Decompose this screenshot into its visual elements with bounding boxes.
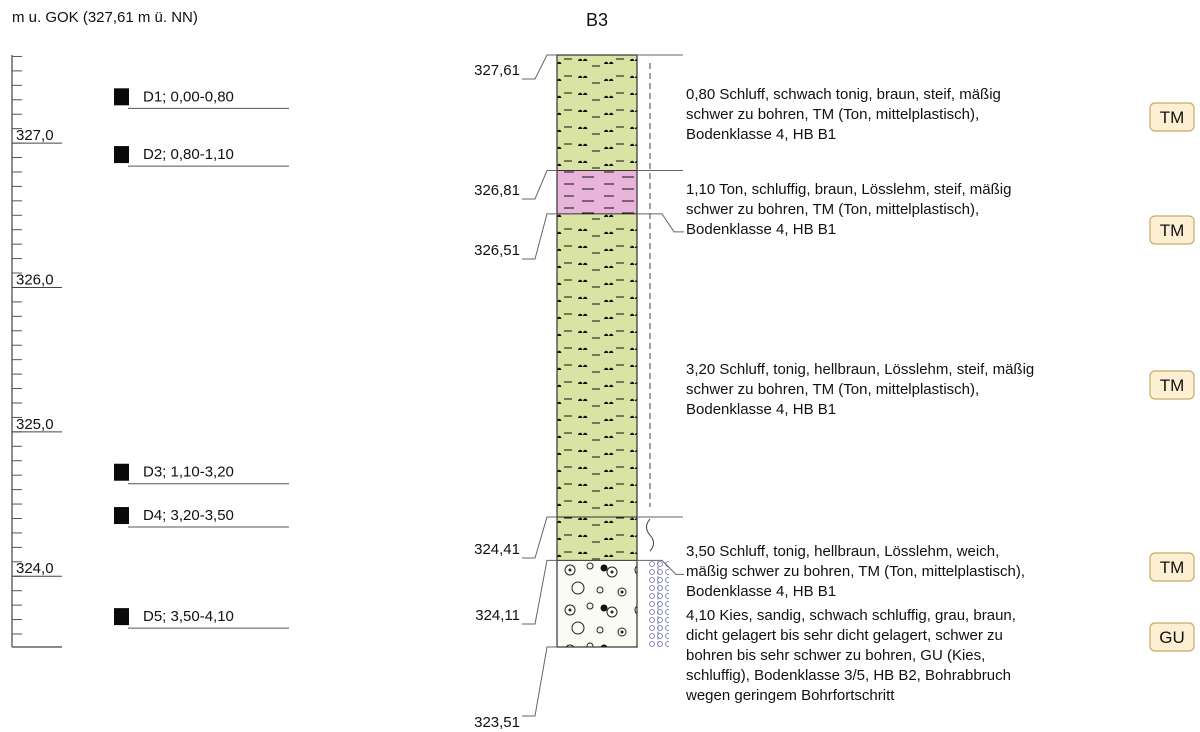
- scale-label: 327,0: [16, 127, 54, 144]
- layer-description: 3,20 Schluff, tonig, hellbraun, Lösslehm…: [686, 361, 1034, 418]
- sample-marker: [114, 608, 129, 626]
- sample-marker: [114, 146, 129, 164]
- elevation-leader: [522, 516, 557, 559]
- description-line: schwer zu bohren, TM (Ton, mittelplastis…: [686, 201, 979, 218]
- description-line: Bodenklasse 4, HB B1: [686, 401, 836, 418]
- layer-pattern: [557, 170, 637, 214]
- layer-elevation-label: 324,41: [474, 541, 520, 558]
- description-line: Bodenklasse 4, HB B1: [686, 583, 836, 600]
- soil-group-tags: TM TM TM TM GU: [1149, 102, 1195, 652]
- layer-2: [557, 170, 637, 214]
- layer-description: 4,10 Kies, sandig, schwach schluffig, gr…: [685, 607, 1016, 704]
- sample-marker: [114, 88, 129, 106]
- sample-item: D3; 1,10-3,20: [114, 463, 289, 485]
- description-line: Bodenklasse 4, HB B1: [686, 126, 836, 143]
- soil-group-tag-label: TM: [1160, 108, 1185, 127]
- sample-item: D2; 0,80-1,10: [114, 146, 289, 167]
- sample-label: D5; 3,50-4,10: [143, 608, 234, 625]
- soil-group-tag: TM: [1149, 215, 1195, 245]
- description-line: 3,20 Schluff, tonig, hellbraun, Lösslehm…: [686, 361, 1034, 378]
- description-line: 3,50 Schluff, tonig, hellbraun, Lösslehm…: [686, 543, 999, 560]
- layer-1: [557, 54, 637, 171]
- description-line: 0,80 Schluff, schwach tonig, braun, stei…: [686, 86, 1001, 103]
- layer-pattern: [557, 560, 637, 647]
- description-line: schwer zu bohren, TM (Ton, mittelplastis…: [686, 381, 979, 398]
- sample-label: D2; 0,80-1,10: [143, 146, 234, 163]
- description-line: 4,10 Kies, sandig, schwach schluffig, gr…: [686, 607, 1016, 624]
- elevation-leader: [522, 170, 557, 200]
- sample-item: D4; 3,20-3,50: [114, 507, 289, 528]
- description-line: schwer zu bohren, TM (Ton, mittelplastis…: [686, 106, 979, 123]
- layer-elevation-label: 326,51: [474, 242, 520, 259]
- soil-group-tag: GU: [1149, 622, 1195, 652]
- scale-label: 324,0: [16, 560, 54, 577]
- layer-elevation-label: 324,11: [475, 607, 520, 624]
- layer-3: [557, 213, 637, 518]
- description-line: wegen geringem Bohrfortschritt: [685, 687, 895, 704]
- soil-group-tag-label: GU: [1159, 628, 1185, 647]
- description-line: 1,10 Ton, schluffig, braun, Lösslehm, st…: [686, 181, 1011, 198]
- layer-pattern: [557, 213, 637, 518]
- soil-group-tag-label: TM: [1160, 221, 1185, 240]
- scale-label: 326,0: [16, 271, 54, 288]
- description-line: Bodenklasse 4, HB B1: [686, 221, 836, 238]
- borehole-column: [556, 54, 669, 648]
- description-line: dicht gelagert bis sehr dicht gelagert, …: [686, 627, 1003, 644]
- soil-group-tag-label: TM: [1160, 376, 1185, 395]
- elevation-leader: [522, 559, 557, 625]
- elevation-leader: [522, 646, 557, 717]
- sample-label: D1; 0,00-0,80: [143, 88, 234, 105]
- layer-pattern: [557, 517, 637, 561]
- side-pattern-block: [649, 561, 669, 647]
- scale-labels: 327,0 326,0 325,0 324,0: [16, 127, 54, 577]
- description-leader: [637, 213, 684, 233]
- layer-description: 3,50 Schluff, tonig, hellbraun, Lösslehm…: [686, 543, 1025, 600]
- sample-item: D1; 0,00-0,80: [114, 88, 289, 109]
- soil-group-tag-box: [1149, 552, 1195, 582]
- scale-label: 325,0: [16, 416, 54, 433]
- layer-description: 0,80 Schluff, schwach tonig, braun, stei…: [686, 86, 1001, 143]
- layer-5: [557, 559, 637, 647]
- layer-elevation-label: 327,61: [474, 62, 520, 79]
- sample-marker: [114, 507, 129, 525]
- sample-label: D3; 1,10-3,20: [143, 464, 234, 481]
- sample-list: D1; 0,00-0,80 D2; 0,80-1,10 D3; 1,10-3,20 D…: [114, 88, 289, 629]
- sample-item: D5; 3,50-4,10: [114, 608, 289, 629]
- soil-group-tag: TM: [1149, 552, 1195, 582]
- layer-elevation-labels: 327,61 326,81 326,51 324,41 324,11 323,51: [474, 54, 557, 731]
- soil-group-tag: TM: [1149, 102, 1195, 132]
- soil-group-tag-box: [1149, 102, 1195, 132]
- layer-description: 1,10 Ton, schluffig, braun, Lösslehm, st…: [686, 181, 1011, 238]
- soil-group-tag-box: [1149, 370, 1195, 400]
- sample-label: D4; 3,20-3,50: [143, 507, 234, 524]
- soil-group-tag-box: [1149, 622, 1195, 652]
- wavy-marker-line: [646, 518, 654, 552]
- borehole-name: B3: [586, 10, 608, 30]
- sample-marker: [114, 463, 129, 481]
- soil-group-tag-label: TM: [1160, 558, 1185, 577]
- column-outline: [556, 54, 638, 648]
- layer-elevation-label: 326,81: [474, 182, 520, 199]
- description-leader: [637, 559, 684, 575]
- soil-group-tag-box: [1149, 215, 1195, 245]
- layer-descriptions: 0,80 Schluff, schwach tonig, braun, stei…: [637, 54, 1034, 704]
- elevation-leader: [522, 54, 557, 80]
- description-line: schluffig), Bodenklasse 3/5, HB B2, Bohr…: [686, 667, 1011, 684]
- layer-4: [557, 516, 637, 561]
- soil-group-tag: TM: [1149, 370, 1195, 400]
- description-line: mäßig schwer zu bohren, TM (Ton, mittelp…: [686, 563, 1025, 580]
- elevation-leader: [522, 213, 557, 260]
- bottom-elevation-label: 323,51: [474, 714, 520, 731]
- depth-axis-label: m u. GOK (327,61 m ü. NN): [12, 9, 198, 26]
- layer-pattern: [557, 55, 637, 171]
- elevation-scale: [11, 55, 62, 648]
- description-line: bohren bis sehr schwer zu bohren, GU (Ki…: [686, 647, 985, 664]
